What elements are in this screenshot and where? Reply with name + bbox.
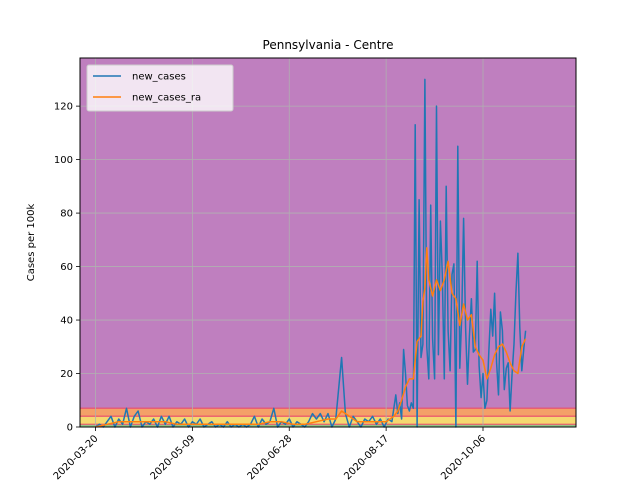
- y-tick-label-100: 100: [54, 155, 73, 166]
- y-tick-label-20: 20: [60, 369, 73, 380]
- y-tick-label-0: 0: [67, 423, 73, 434]
- legend-label-new_cases_ra: new_cases_ra: [132, 93, 201, 104]
- legend-label-new_cases: new_cases: [132, 72, 186, 83]
- chart-title: Pennsylvania - Centre: [263, 38, 394, 52]
- series-new_cases_ra: [95, 247, 527, 428]
- y-axis-label: Cases per 100k: [26, 204, 37, 282]
- band-3: [80, 58, 576, 409]
- y-tick-label-40: 40: [60, 316, 73, 327]
- risk-bands: [80, 58, 576, 427]
- y-axis: 0 20 40 60 80 100 120: [54, 102, 80, 434]
- legend: new_cases new_cases_ra: [86, 64, 234, 112]
- y-tick-label-60: 60: [60, 262, 73, 273]
- band-1: [80, 416, 576, 425]
- plot-frame: [79, 57, 577, 428]
- y-tick-label-120: 120: [54, 102, 73, 113]
- band-2: [80, 408, 576, 417]
- legend-box: [86, 64, 234, 112]
- y-tick-label-80: 80: [60, 209, 73, 220]
- band-0: [80, 424, 576, 427]
